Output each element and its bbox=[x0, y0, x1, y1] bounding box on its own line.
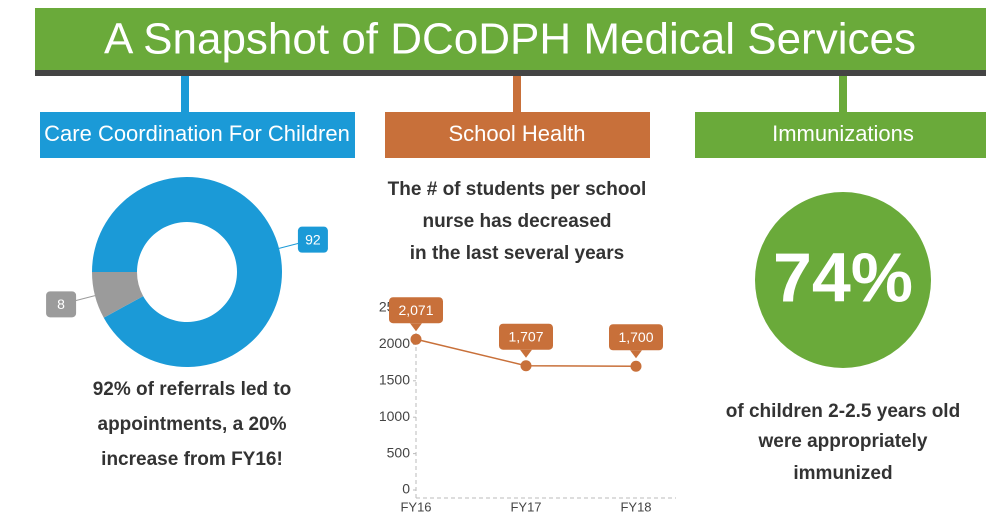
connector bbox=[839, 76, 847, 114]
data-label: 1,707 bbox=[508, 328, 543, 344]
panel-header bbox=[385, 112, 650, 158]
y-tick-label: 2000 bbox=[379, 335, 410, 351]
title-bar bbox=[35, 8, 986, 70]
callout bbox=[297, 226, 328, 253]
x-tick-label: FY18 bbox=[620, 499, 651, 514]
callout-pointer bbox=[520, 349, 532, 358]
caption: were appropriately bbox=[758, 431, 928, 452]
caption: appointments, a 20% bbox=[98, 414, 287, 435]
panel-header bbox=[695, 112, 986, 158]
page-title: A Snapshot of DCoDPH Medical Services bbox=[104, 15, 916, 64]
point bbox=[410, 333, 422, 345]
data-label: 92 bbox=[305, 231, 321, 247]
caption: immunized bbox=[793, 463, 892, 484]
callout bbox=[499, 323, 553, 350]
donut-slice bbox=[92, 272, 144, 318]
stat-circle bbox=[755, 192, 931, 368]
chart-title: nurse has decreased bbox=[422, 211, 611, 232]
connector bbox=[513, 76, 521, 114]
caption: of children 2-2.5 years old bbox=[726, 401, 960, 422]
chart-title: The # of students per school bbox=[388, 179, 647, 200]
x-tick-label: FY17 bbox=[510, 499, 541, 514]
title-underline bbox=[35, 70, 986, 76]
y-tick-label: 0 bbox=[402, 481, 410, 497]
donut-slice bbox=[92, 177, 282, 368]
panel-heading: School Health bbox=[449, 121, 586, 146]
panel-heading: Immunizations bbox=[772, 121, 914, 146]
callout-pointer bbox=[410, 323, 422, 332]
panel-heading: Care Coordination For Children bbox=[44, 121, 350, 146]
data-label: 8 bbox=[57, 296, 65, 312]
chart-title: in the last several years bbox=[410, 243, 624, 264]
data-label: 2,071 bbox=[398, 302, 433, 318]
data-label: 1,700 bbox=[618, 329, 653, 345]
callout-pointer bbox=[630, 350, 642, 359]
stat: 74% bbox=[773, 238, 913, 316]
connector bbox=[181, 76, 189, 114]
x-tick-label: FY16 bbox=[400, 499, 431, 514]
y-tick-label: 1500 bbox=[379, 372, 410, 388]
callout bbox=[46, 291, 77, 318]
point bbox=[520, 360, 532, 372]
caption: 92% of referrals led to bbox=[93, 379, 292, 400]
callout bbox=[389, 297, 443, 324]
caption: increase from FY16! bbox=[101, 449, 283, 470]
y-tick-label: 500 bbox=[387, 444, 411, 460]
y-tick-label: 1000 bbox=[379, 408, 410, 424]
point bbox=[630, 360, 642, 372]
callout bbox=[609, 324, 663, 351]
panel-header bbox=[40, 112, 355, 158]
